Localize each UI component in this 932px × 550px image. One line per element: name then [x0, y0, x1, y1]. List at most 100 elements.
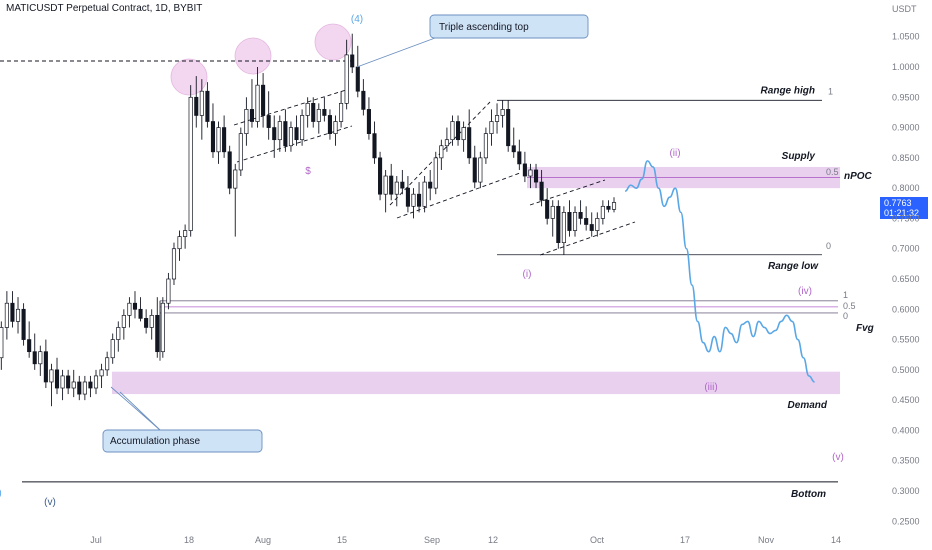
candle-body-36	[127, 302, 132, 316]
top-circle-2	[234, 37, 272, 75]
candle-body-90	[428, 181, 433, 189]
candle-body-53	[222, 127, 227, 153]
candle-body-94	[450, 121, 455, 141]
candle-body-114	[561, 212, 566, 244]
candle-body-98	[472, 157, 477, 183]
candle-body-34	[116, 327, 121, 340]
candle-body-71	[322, 109, 327, 116]
candle-body-23	[54, 369, 60, 389]
top-circle-3	[314, 23, 352, 61]
x-tick-label-8: Nov	[758, 535, 775, 545]
range-high-label: Range high	[761, 85, 815, 96]
wave-label-5: (v)	[832, 452, 844, 463]
candle-body-39	[144, 318, 149, 328]
x-tick-label-7: 17	[680, 535, 690, 545]
candle-body-42	[160, 302, 165, 353]
candle-body-99	[478, 157, 483, 183]
candle-body-61	[266, 115, 271, 128]
candle-body-74	[339, 102, 344, 122]
candle-body-109	[533, 169, 539, 183]
candle-body-82	[383, 175, 388, 195]
candle-body-63	[277, 121, 282, 141]
candle-body-81	[378, 157, 383, 195]
candle-body-70	[316, 109, 321, 122]
currency-label: USDT	[892, 4, 917, 14]
candle-body-86	[405, 187, 410, 207]
wave-label-6: (v)	[44, 497, 56, 508]
bottom-label: Bottom	[791, 489, 826, 500]
price-badge-countdown: 01:21:32	[884, 208, 920, 218]
candle-body-73	[333, 121, 338, 134]
candle-body-67	[300, 115, 305, 141]
candle-body-49	[199, 90, 204, 116]
callout-text-1: Triple ascending top	[439, 22, 529, 33]
range-low-label: Range low	[768, 261, 819, 272]
x-tick-label-2: Aug	[255, 535, 271, 545]
candle-body-50	[205, 90, 210, 122]
candle-body-60	[261, 84, 266, 116]
y-tick-label-1: 1.0000	[892, 62, 920, 72]
callout-box-2	[102, 429, 263, 453]
candle-body-110	[539, 181, 544, 201]
fvg-label: Fvg	[856, 323, 874, 334]
y-tick-label-11: 0.5000	[892, 365, 920, 375]
candle-body-93	[444, 139, 449, 147]
x-tick-label-0: Jul	[90, 535, 102, 545]
candle-body-33	[110, 339, 115, 359]
candle-body-45	[177, 236, 182, 250]
candle-body-78	[361, 90, 366, 110]
supply-mid-label: 0.5	[826, 167, 839, 177]
range-high-num: 1	[828, 86, 833, 96]
candle-body-32	[105, 357, 110, 371]
candle-body-113	[556, 205, 561, 244]
y-tick-label-0: 1.0500	[892, 32, 920, 42]
y-tick-label-8: 0.6500	[892, 274, 920, 284]
candle-body-75	[344, 54, 349, 104]
candle-body-13	[0, 327, 4, 359]
top-circle-1	[170, 58, 208, 96]
candle-body-115	[567, 212, 572, 231]
candle-body-22	[49, 369, 54, 383]
y-tick-label-10: 0.5500	[892, 335, 920, 345]
supply-label: Supply	[782, 151, 816, 162]
channel-line-6	[529, 179, 606, 206]
callout-text-2: Accumulation phase	[110, 436, 200, 447]
candle-body-96	[461, 127, 466, 141]
candle-body-108	[528, 169, 533, 177]
demand-zone	[112, 371, 840, 395]
candle-body-35	[121, 314, 126, 328]
candle-body-119	[589, 224, 594, 231]
candle-body-55	[233, 169, 238, 189]
candle-body-92	[439, 145, 444, 159]
candle-body-88	[417, 193, 422, 207]
y-tick-label-14: 0.3500	[892, 456, 920, 466]
channel-line-5	[539, 221, 636, 256]
candle-body-59	[255, 84, 260, 122]
candle-body-122	[606, 205, 611, 210]
candle-body-24	[60, 375, 65, 389]
chart-header: MATICUSDT Perpetual Contract, 1D, BYBIT	[6, 3, 202, 14]
fib-0-num: 0	[843, 311, 848, 321]
candle-body-57	[244, 109, 249, 134]
candle-body-41	[155, 314, 160, 353]
candle-body-64	[283, 121, 288, 147]
candle-body-29	[88, 381, 93, 389]
candle-body-68	[305, 102, 310, 116]
y-tick-label-3: 0.9000	[892, 123, 920, 133]
candle-body-120	[595, 218, 600, 231]
candle-body-26	[71, 381, 76, 389]
candle-body-19	[32, 351, 37, 365]
candle-body-69	[311, 102, 316, 122]
candle-body-54	[227, 151, 232, 189]
candle-body-117	[578, 212, 583, 219]
wave-label-1: (ii)	[669, 148, 680, 159]
channel-line-2	[233, 89, 347, 126]
candle-body-107	[522, 163, 527, 177]
x-tick-label-1: 18	[184, 535, 194, 545]
y-tick-label-9: 0.6000	[892, 304, 920, 314]
candle-body-43	[166, 278, 171, 304]
wave-label-0: (4)	[351, 14, 363, 25]
y-tick-label-6: 0.7500	[892, 213, 920, 223]
callout-box-1	[429, 14, 589, 39]
